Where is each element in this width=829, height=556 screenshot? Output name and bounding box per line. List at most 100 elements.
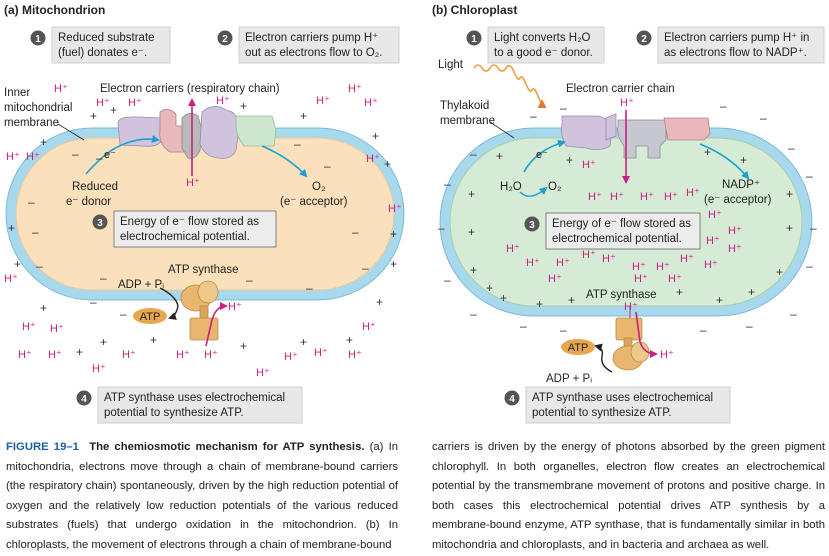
step-a3-number: 3 [97,218,103,229]
proton-ion: H⁺ [582,159,596,171]
adp-label: ADP + Pᵢ [118,279,164,291]
chl-synthase-proton-label: H⁺ [624,301,638,313]
negative-charge: – [760,111,767,125]
step-a1-line1: Reduced substrate [58,32,155,44]
proton-ion: H⁺ [96,97,110,109]
thylakoid-label-line2: membrane [440,115,495,127]
step-b1-number: 1 [471,34,477,45]
panel-mitochondrion: (a) Mitochondrion 1 Reduced substrate (f… [4,3,405,424]
positive-charge: + [716,293,723,307]
positive-charge: + [740,153,747,167]
proton-ion: H⁺ [602,253,616,265]
chain-complex-3 [617,119,667,159]
negative-charge: – [810,221,817,235]
donor-label-line2: e⁻ donor [66,196,111,208]
proton-ion: H⁺ [708,209,722,221]
respiratory-chain [117,106,277,159]
negative-charge: – [90,295,97,309]
step-b3-line2: electrochemical potential. [552,233,682,245]
atp-label-b: ATP [568,342,589,354]
positive-charge: + [384,157,391,171]
positive-charge: + [704,145,711,159]
proton-ion: H⁺ [348,83,362,95]
positive-charge: + [40,135,47,149]
positive-charge: + [496,149,503,163]
proton-ion: H⁺ [582,249,596,261]
proton-ion: H⁺ [122,349,136,361]
atp-synthase-b [612,317,650,371]
positive-charge: + [568,293,575,307]
step-a2-box [238,26,400,64]
negative-charge: – [806,169,813,183]
proton-ion: H⁺ [366,153,380,165]
nadp-label-line2: (e⁻ acceptor) [704,194,772,206]
proton-ion: H⁺ [362,321,376,333]
membrane-label-line1: Inner [4,87,30,99]
proton-ion: H⁺ [348,349,362,361]
proton-label-pump-in: H⁺ [186,177,200,189]
step-a2-number: 2 [222,34,228,45]
step-a4-line2: potential to synthesize ATP. [104,407,244,419]
h2o-label: H₂O [500,181,522,193]
step-a4-box [97,386,303,424]
chain-proton-label: H⁺ [620,97,634,109]
positive-charge: + [470,263,477,277]
o2-label: O₂ [548,181,561,193]
step-b4-line2: potential to synthesize ATP. [532,407,672,419]
atp-formation-arrow-a [159,287,179,320]
positive-charge: + [40,301,47,315]
charge-group-b: –– ––––––– ––––– – – ––+ ++++ ++ +++++ + ++++ [438,99,817,337]
negative-charge: – [362,261,369,275]
negative-charge: – [438,221,445,235]
caption-right-text: carriers is driven by the energy of phot… [432,441,825,551]
charge-group-a: +++ +++++ ++ ++ ++ + + + ++– ––––– –– –– –––– [8,99,397,359]
step-a1-line2: (fuel) donates e⁻. [58,47,147,59]
proton-ion: H⁺ [728,225,742,237]
negative-charge: – [96,151,103,165]
proton-label-return: H⁺ [228,301,242,313]
atp-blob-a [133,308,167,324]
caption-left-text: (a) In mitochondria, electrons move thro… [6,441,398,551]
step-b2-line2: as electrons flow to NADP⁺. [664,47,807,59]
proton-ion: H⁺ [216,95,230,107]
figure-label: FIGURE 19–1 [6,441,79,453]
nadp-label-line1: NADP⁺ [722,179,760,191]
negative-charge: – [470,307,477,321]
proton-group-a: H⁺H⁺ H⁺ H⁺ H⁺H⁺H⁺H⁺ H⁺ H⁺H⁺H⁺H⁺ H⁺H⁺ H⁺H⁺H⁺ H⁺ H⁺… [4,83,402,379]
negative-charge: – [700,323,707,337]
panel-b-title: (b) Chloroplast [432,3,517,17]
chain-complex-2 [605,113,617,141]
step-b4-badge [504,390,520,406]
donor-label-line1: Reduced [72,181,118,193]
positive-charge: + [90,109,97,123]
chain-complex-4 [663,117,711,141]
step-a3-badge [92,214,108,230]
negative-charge: – [788,141,795,155]
negative-charge: – [28,195,35,209]
negative-charge: – [444,177,451,191]
proton-ion: H⁺ [506,243,520,255]
negative-charge: – [294,137,301,151]
proton-ion: H⁺ [364,97,378,109]
proton-ion: H⁺ [4,273,18,285]
step-a3-box [113,210,277,248]
positive-charge: + [748,285,755,299]
chain-electron-arrow-2 [699,143,750,180]
step-a4-line1: ATP synthase uses electrochemical [104,392,285,404]
proton-ion: H⁺ [128,97,142,109]
positive-charge: + [240,99,247,113]
positive-charge: + [390,227,397,241]
proton-ion: H⁺ [656,261,670,273]
proton-ion: H⁺ [176,349,190,361]
step-b1-box [487,26,605,64]
negative-charge: – [100,271,107,285]
proton-ion: H⁺ [588,191,602,203]
step-a2-line1: Electron carriers pump H⁺ [245,32,378,44]
proton-return-arrow-a [205,302,228,347]
positive-charge: + [468,225,475,239]
light-label: Light [438,59,464,71]
positive-charge: + [486,281,493,295]
step-b3-line1: Energy of e⁻ flow stored as [552,218,691,230]
step-a1-box [51,26,171,64]
negative-charge: – [790,307,797,321]
